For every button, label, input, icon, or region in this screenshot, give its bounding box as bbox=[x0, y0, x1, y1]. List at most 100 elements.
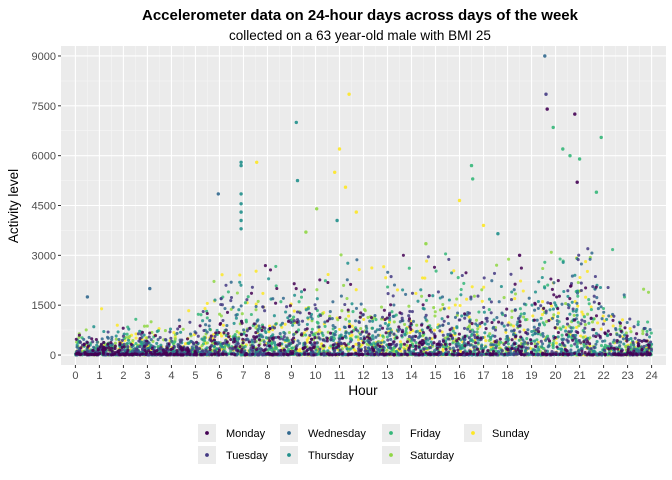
data-point bbox=[461, 351, 465, 355]
data-point bbox=[542, 323, 547, 327]
data-point bbox=[424, 346, 429, 350]
data-point bbox=[404, 327, 408, 331]
data-point bbox=[579, 262, 583, 266]
data-point bbox=[239, 350, 243, 354]
data-point bbox=[603, 352, 607, 356]
data-point bbox=[219, 297, 223, 301]
data-point bbox=[176, 327, 180, 331]
data-point bbox=[571, 334, 575, 338]
data-point bbox=[338, 337, 342, 341]
data-point bbox=[346, 308, 350, 312]
data-point bbox=[564, 352, 569, 356]
data-point bbox=[522, 312, 526, 316]
data-point bbox=[355, 258, 359, 262]
data-point bbox=[576, 349, 580, 353]
x-tick-label: 1 bbox=[96, 370, 102, 382]
data-point bbox=[376, 347, 380, 351]
data-point bbox=[432, 341, 436, 345]
data-point bbox=[470, 322, 474, 326]
data-point bbox=[618, 321, 622, 325]
data-point bbox=[363, 352, 368, 356]
data-point bbox=[518, 330, 522, 334]
data-point bbox=[435, 352, 439, 356]
data-point bbox=[561, 337, 566, 341]
data-point bbox=[350, 330, 354, 334]
data-point bbox=[283, 322, 287, 326]
data-point bbox=[612, 314, 616, 318]
data-point bbox=[153, 350, 157, 354]
data-point bbox=[432, 265, 437, 269]
data-point bbox=[402, 342, 406, 346]
data-point bbox=[448, 342, 452, 346]
data-point bbox=[175, 348, 179, 353]
data-point bbox=[565, 333, 569, 337]
data-point bbox=[323, 324, 327, 328]
data-point bbox=[323, 320, 327, 324]
data-point bbox=[403, 349, 407, 353]
data-point bbox=[385, 335, 389, 339]
data-point bbox=[251, 349, 255, 353]
data-point bbox=[598, 285, 603, 290]
data-point bbox=[414, 341, 418, 345]
data-point bbox=[612, 346, 616, 350]
data-point bbox=[232, 321, 236, 325]
data-point bbox=[234, 313, 238, 317]
data-point bbox=[533, 331, 537, 335]
data-point bbox=[138, 337, 142, 341]
data-point bbox=[256, 299, 260, 303]
data-point bbox=[420, 323, 424, 327]
data-point bbox=[421, 352, 425, 356]
data-point bbox=[384, 276, 388, 280]
data-point bbox=[221, 318, 225, 323]
data-point bbox=[149, 338, 153, 342]
data-point bbox=[513, 342, 517, 346]
data-point bbox=[296, 318, 300, 322]
data-point bbox=[345, 278, 349, 282]
data-point bbox=[275, 286, 279, 291]
data-point bbox=[282, 334, 286, 339]
data-point bbox=[391, 294, 395, 298]
data-point bbox=[334, 330, 338, 334]
data-point bbox=[645, 339, 649, 343]
data-point bbox=[474, 318, 479, 322]
highlight-point bbox=[85, 295, 90, 299]
data-point bbox=[446, 315, 450, 319]
data-point bbox=[118, 341, 122, 345]
data-point bbox=[153, 352, 157, 356]
data-point bbox=[412, 338, 416, 342]
data-point bbox=[305, 348, 309, 353]
data-point bbox=[442, 319, 446, 323]
data-point bbox=[528, 346, 532, 350]
data-point bbox=[313, 341, 317, 345]
data-point bbox=[360, 330, 364, 334]
data-point bbox=[625, 320, 629, 325]
data-point bbox=[511, 324, 516, 328]
data-point bbox=[389, 337, 393, 341]
data-point bbox=[404, 352, 408, 356]
data-point bbox=[628, 327, 632, 331]
data-point bbox=[164, 352, 168, 356]
data-point bbox=[347, 331, 351, 335]
data-point bbox=[334, 346, 338, 350]
data-point bbox=[433, 349, 437, 353]
data-point bbox=[233, 353, 237, 357]
data-point bbox=[138, 345, 142, 349]
data-point bbox=[291, 323, 295, 327]
data-point bbox=[460, 273, 464, 278]
x-tick-label: 12 bbox=[357, 370, 369, 382]
data-point bbox=[597, 352, 601, 356]
data-point bbox=[592, 349, 596, 353]
data-point bbox=[203, 306, 207, 311]
data-point bbox=[252, 322, 256, 326]
data-point bbox=[389, 275, 393, 279]
x-tick-label: 19 bbox=[525, 370, 537, 382]
data-point bbox=[542, 306, 546, 310]
data-point bbox=[405, 340, 409, 344]
data-point bbox=[158, 335, 162, 340]
data-point bbox=[635, 332, 639, 336]
data-point bbox=[345, 296, 349, 301]
data-point bbox=[569, 348, 573, 352]
data-point bbox=[210, 339, 214, 343]
data-point bbox=[497, 320, 501, 324]
